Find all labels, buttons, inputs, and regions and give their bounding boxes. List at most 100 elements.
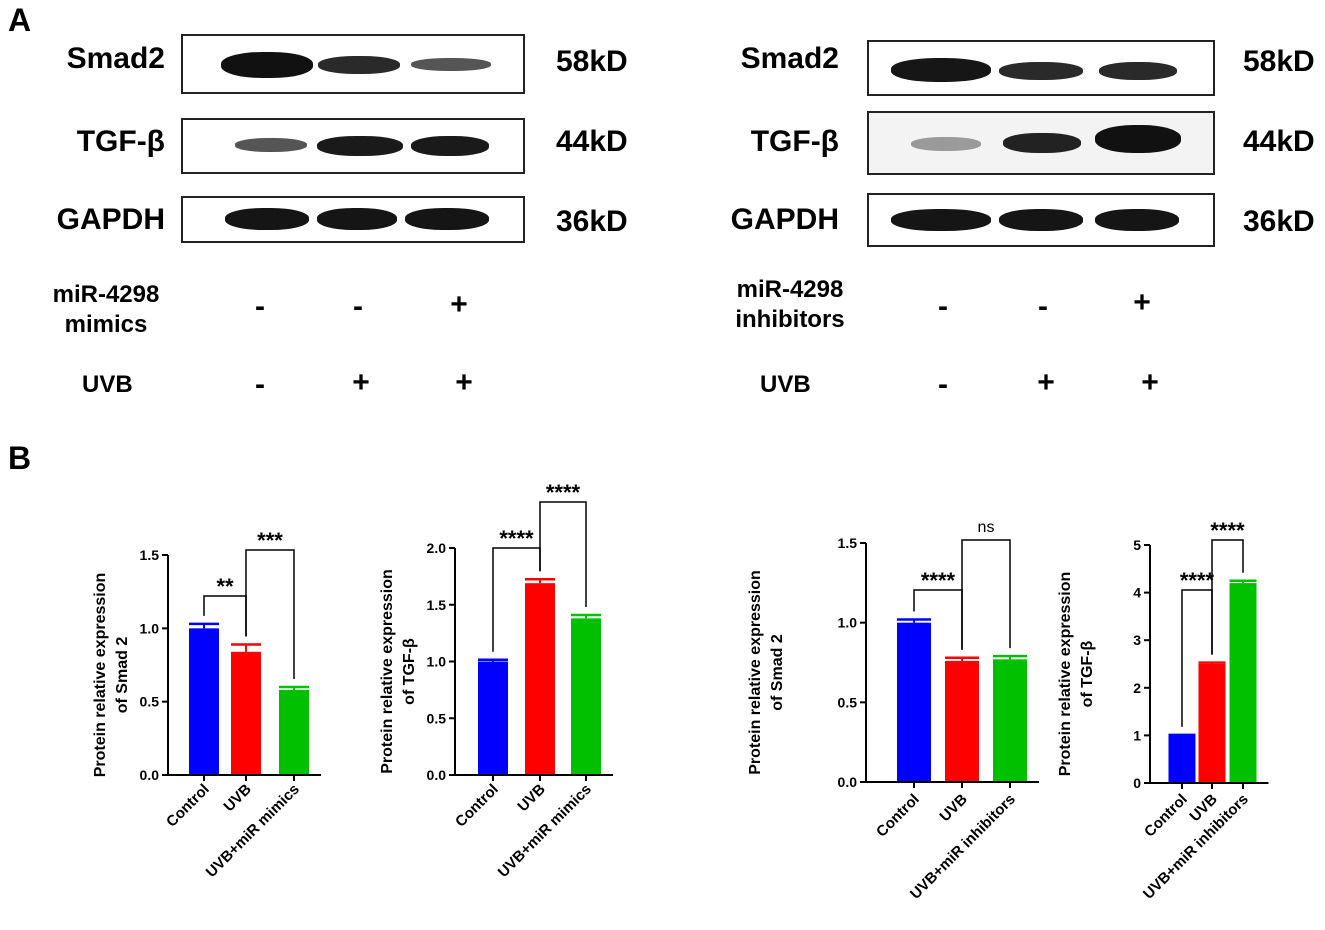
treatment-line: mimics <box>64 311 148 338</box>
y-axis-title: of Smad 2 <box>769 634 786 711</box>
y-axis-title: of Smad 2 <box>114 637 131 714</box>
significance-label: **** <box>499 526 534 551</box>
bar <box>1168 735 1196 783</box>
treatment-line: miR-4298 <box>736 276 844 303</box>
uvb-sign: - <box>938 368 948 401</box>
y-axis-title: Protein relative expression <box>1057 572 1074 777</box>
y-tick-label: 0.0 <box>838 774 858 790</box>
bar <box>279 689 309 775</box>
y-tick-label: 2.0 <box>427 540 447 556</box>
panel-letter-b: B <box>8 440 32 476</box>
y-tick-label: 1.0 <box>427 654 447 670</box>
blot-image-smad2 <box>867 40 1215 96</box>
significance-label: ns <box>978 519 995 536</box>
y-tick-label: 1.5 <box>140 547 160 563</box>
uvb-label: UVB <box>760 371 811 398</box>
category-label: UVB+miR mimics <box>203 781 303 881</box>
significance-label: **** <box>546 480 581 505</box>
uvb-sign: + <box>1141 366 1159 399</box>
uvb-label: UVB <box>82 371 133 398</box>
category-label: UVB <box>514 781 549 816</box>
y-tick-label: 1.5 <box>838 535 858 551</box>
blot-kd-label: 44kD <box>556 125 628 158</box>
blot-kd-label: 44kD <box>1243 125 1315 158</box>
significance-bracket <box>1211 539 1244 655</box>
y-tick-label: 3 <box>1133 632 1141 648</box>
y-tick-label: 0.0 <box>140 767 160 783</box>
uvb-sign: + <box>352 366 370 399</box>
uvb-sign: - <box>255 368 265 401</box>
y-axis-title: Protein relative expression <box>747 570 764 775</box>
y-axis-title: of TGF-β <box>1079 640 1096 707</box>
bar <box>525 583 555 775</box>
bar <box>478 661 508 775</box>
blot-kd-label: 36kD <box>556 205 628 238</box>
y-tick-label: 4 <box>1133 585 1141 601</box>
y-axis-title: Protein relative expression <box>92 573 109 778</box>
blot-protein-label: TGF-β <box>750 125 839 158</box>
blot-protein-label: GAPDH <box>730 203 839 236</box>
treatment-label: miR-4298 inhibitors <box>725 275 855 335</box>
treatment-sign: - <box>938 290 948 323</box>
category-label: Control <box>1141 791 1191 841</box>
treatment-sign: + <box>450 288 468 321</box>
y-tick-label: 0 <box>1133 775 1141 791</box>
blot-protein-label: TGF-β <box>76 125 165 158</box>
significance-bracket <box>961 539 1011 650</box>
treatment-sign: + <box>1133 286 1151 319</box>
bar <box>231 651 261 775</box>
bar <box>189 628 219 775</box>
blot-kd-label: 36kD <box>1243 205 1315 238</box>
significance-label: ** <box>216 574 234 599</box>
significance-label: **** <box>921 568 956 593</box>
y-tick-label: 1.5 <box>427 597 447 613</box>
blot-protein-label: GAPDH <box>56 203 165 236</box>
treatment-line: inhibitors <box>735 306 845 333</box>
y-tick-label: 5 <box>1133 537 1141 553</box>
bar <box>993 659 1027 782</box>
y-tick-label: 1.0 <box>838 615 858 631</box>
y-tick-label: 0.5 <box>427 710 447 726</box>
y-tick-label: 0.0 <box>427 767 447 783</box>
y-tick-label: 1.0 <box>140 620 160 636</box>
bar <box>571 618 601 775</box>
category-label: Control <box>163 781 213 831</box>
treatment-label: miR-4298 mimics <box>48 280 164 340</box>
category-label: UVB <box>936 791 971 826</box>
y-axis-title: Protein relative expression <box>379 569 396 774</box>
uvb-sign: + <box>1037 366 1055 399</box>
blot-image-tgf-beta <box>867 111 1215 175</box>
blot-kd-label: 58kD <box>556 45 628 78</box>
blot-kd-label: 58kD <box>1243 45 1315 78</box>
panel-letter-a: A <box>8 2 32 38</box>
treatment-sign: - <box>255 290 265 323</box>
blot-image-gapdh <box>181 196 525 243</box>
bar <box>1229 583 1257 783</box>
y-tick-label: 1 <box>1133 727 1141 743</box>
y-axis-title: of TGF-β <box>401 638 418 705</box>
treatment-line: miR-4298 <box>52 281 160 308</box>
category-label: Control <box>873 791 923 841</box>
bar <box>945 660 979 782</box>
treatment-sign: - <box>1038 290 1048 323</box>
significance-bracket <box>539 501 587 607</box>
bar <box>897 622 931 782</box>
significance-label: *** <box>257 528 283 553</box>
uvb-sign: + <box>455 366 473 399</box>
significance-label: **** <box>1210 518 1245 543</box>
significance-bracket <box>245 549 295 679</box>
y-tick-label: 2 <box>1133 680 1141 696</box>
blot-image-tgf-beta <box>181 118 525 174</box>
significance-label: **** <box>1180 568 1215 593</box>
category-label: UVB <box>220 781 255 816</box>
treatment-sign: - <box>353 290 363 323</box>
y-tick-label: 0.5 <box>838 694 858 710</box>
blot-image-gapdh <box>867 193 1215 247</box>
blot-image-smad2 <box>181 34 525 94</box>
category-label: Control <box>452 781 502 831</box>
